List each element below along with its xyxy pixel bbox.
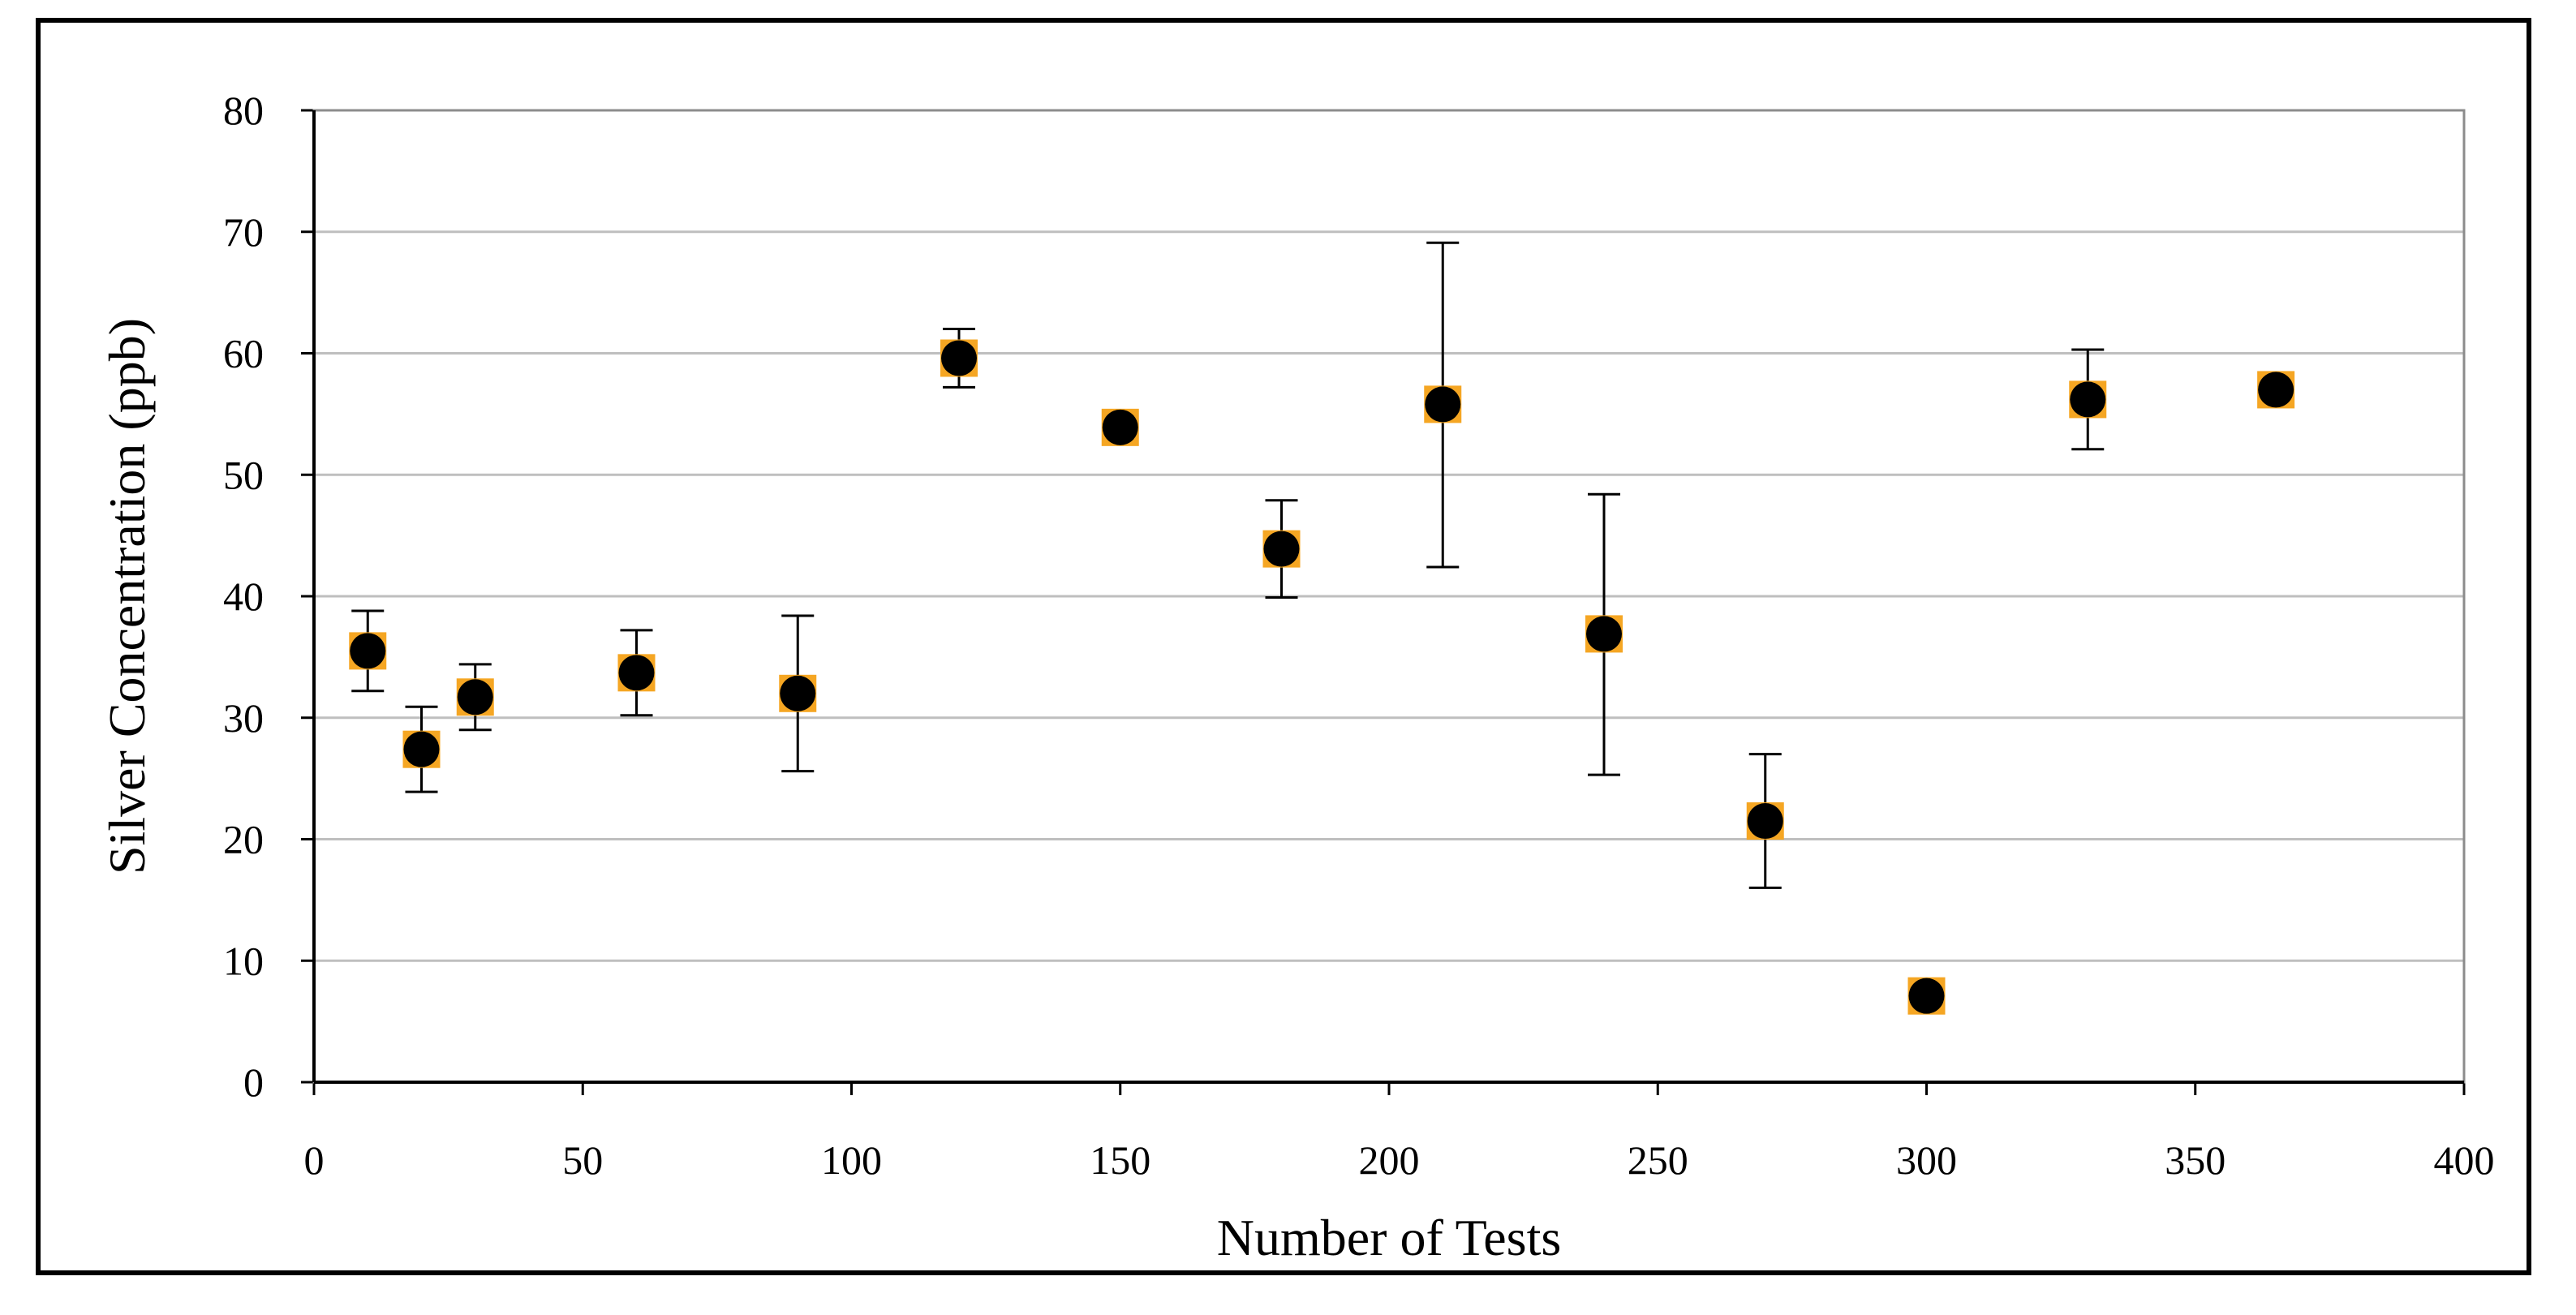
x-tick-label: 200 xyxy=(1359,1137,1420,1183)
x-tick-label: 50 xyxy=(562,1137,603,1183)
data-point xyxy=(2258,372,2294,408)
error-bars xyxy=(351,241,2105,889)
x-tick-label: 100 xyxy=(821,1137,882,1183)
data-point xyxy=(1425,386,1461,423)
y-tick-label: 10 xyxy=(223,938,264,983)
y-tick-label: 60 xyxy=(223,331,264,376)
data-points xyxy=(349,339,2295,1015)
x-axis-title: Number of Tests xyxy=(1217,1209,1562,1266)
data-point xyxy=(457,679,493,716)
x-tick-label: 250 xyxy=(1628,1137,1688,1183)
x-tick-label: 300 xyxy=(1896,1137,1957,1183)
y-tick-label: 50 xyxy=(223,452,264,497)
axes xyxy=(301,109,2466,1095)
y-tick-label: 70 xyxy=(223,209,264,255)
y-tick-label: 30 xyxy=(223,695,264,741)
data-point xyxy=(403,731,440,767)
x-tick-label: 0 xyxy=(304,1137,325,1183)
tick-labels: 0 10 20 30 40 50 60 70 80 0 50 100 150 200 250 300 350 40… xyxy=(223,88,2495,1183)
y-tick-label: 40 xyxy=(223,574,264,619)
data-point xyxy=(1586,616,1622,652)
x-tick-label: 150 xyxy=(1090,1137,1150,1183)
data-point xyxy=(941,340,977,376)
y-tick-label: 20 xyxy=(223,817,264,862)
data-point xyxy=(618,655,655,691)
data-point xyxy=(2070,381,2106,418)
chart-frame xyxy=(36,18,2531,1275)
data-point xyxy=(780,675,816,711)
x-tick-label: 400 xyxy=(2434,1137,2495,1183)
data-point xyxy=(1908,978,1945,1014)
data-point xyxy=(1747,803,1783,840)
data-point xyxy=(350,633,386,669)
x-tick-label: 350 xyxy=(2165,1137,2226,1183)
y-axis-title: Silver Concentration (ppb) xyxy=(98,318,156,875)
data-point xyxy=(1263,531,1300,567)
y-tick-label: 0 xyxy=(243,1059,264,1105)
data-point xyxy=(1102,409,1138,445)
grid-lines xyxy=(314,109,2464,962)
y-tick-label: 80 xyxy=(223,88,264,133)
